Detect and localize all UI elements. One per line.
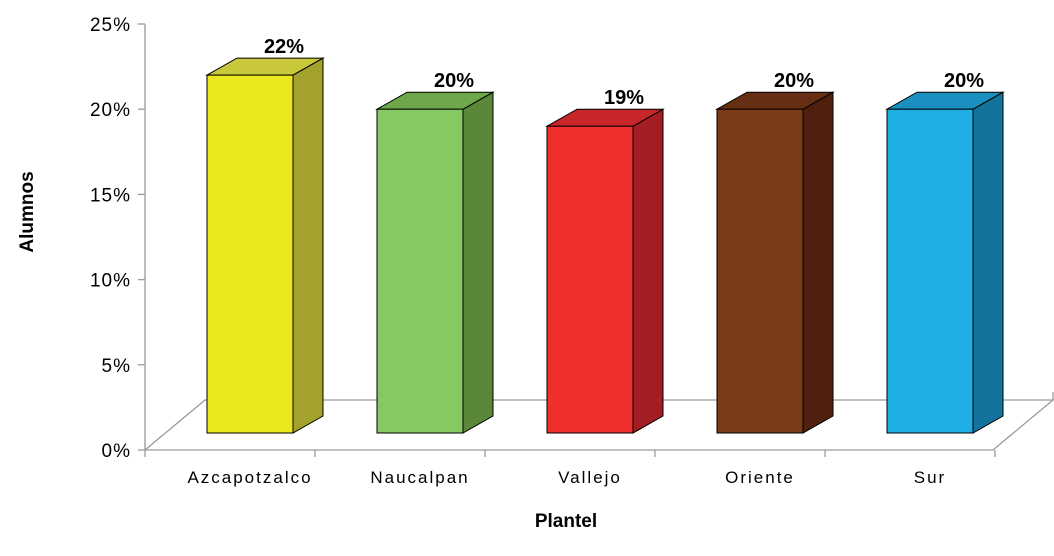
y-tick-label: 5% xyxy=(102,356,131,377)
y-axis: 0% 5% 10% 15% 20% 25% xyxy=(90,15,996,462)
bar-side-face xyxy=(462,91,494,434)
bar-front-face xyxy=(206,74,294,434)
bar-front-face xyxy=(716,108,804,434)
bar-side-face xyxy=(972,91,1004,434)
bar-front-face xyxy=(886,108,974,434)
x-tick-label: Oriente xyxy=(725,468,795,487)
bar-front-face xyxy=(546,125,634,434)
chart-floor xyxy=(143,392,1054,451)
y-tick-label: 20% xyxy=(90,100,131,121)
bar-side-face xyxy=(632,108,664,434)
data-label: 19% xyxy=(604,87,644,109)
x-tick-label: Vallejo xyxy=(558,468,622,487)
y-tick-label: 0% xyxy=(102,441,131,462)
bar-naucalpan: 20% xyxy=(375,70,495,434)
y-axis-title: Alumnos xyxy=(17,171,38,252)
bar-side-face xyxy=(802,91,834,434)
bar-azcapotzalco: 22% xyxy=(205,36,325,434)
x-tick-label: Azcapotzalco xyxy=(187,468,312,487)
bar-sur: 20% xyxy=(885,70,1005,434)
bar-front-face xyxy=(376,108,464,434)
bar-side-face xyxy=(292,57,324,434)
x-axis-title: Plantel xyxy=(535,511,597,532)
y-tick-label: 15% xyxy=(90,185,131,206)
data-label: 20% xyxy=(944,70,984,92)
y-tick-label: 10% xyxy=(90,271,131,292)
x-axis-labels: Azcapotzalco Naucalpan Vallejo Oriente Sur xyxy=(187,468,946,487)
y-tick-label: 25% xyxy=(90,15,131,36)
bar-vallejo: 19% xyxy=(545,87,665,434)
bars: 22% 20% 19% 20% 20% xyxy=(205,36,1005,434)
data-label: 20% xyxy=(434,70,474,92)
data-label: 22% xyxy=(264,36,304,58)
x-tick-label: Sur xyxy=(914,468,946,487)
x-tick-label: Naucalpan xyxy=(370,468,469,487)
bar-oriente: 20% xyxy=(715,70,835,434)
data-label: 20% xyxy=(774,70,814,92)
